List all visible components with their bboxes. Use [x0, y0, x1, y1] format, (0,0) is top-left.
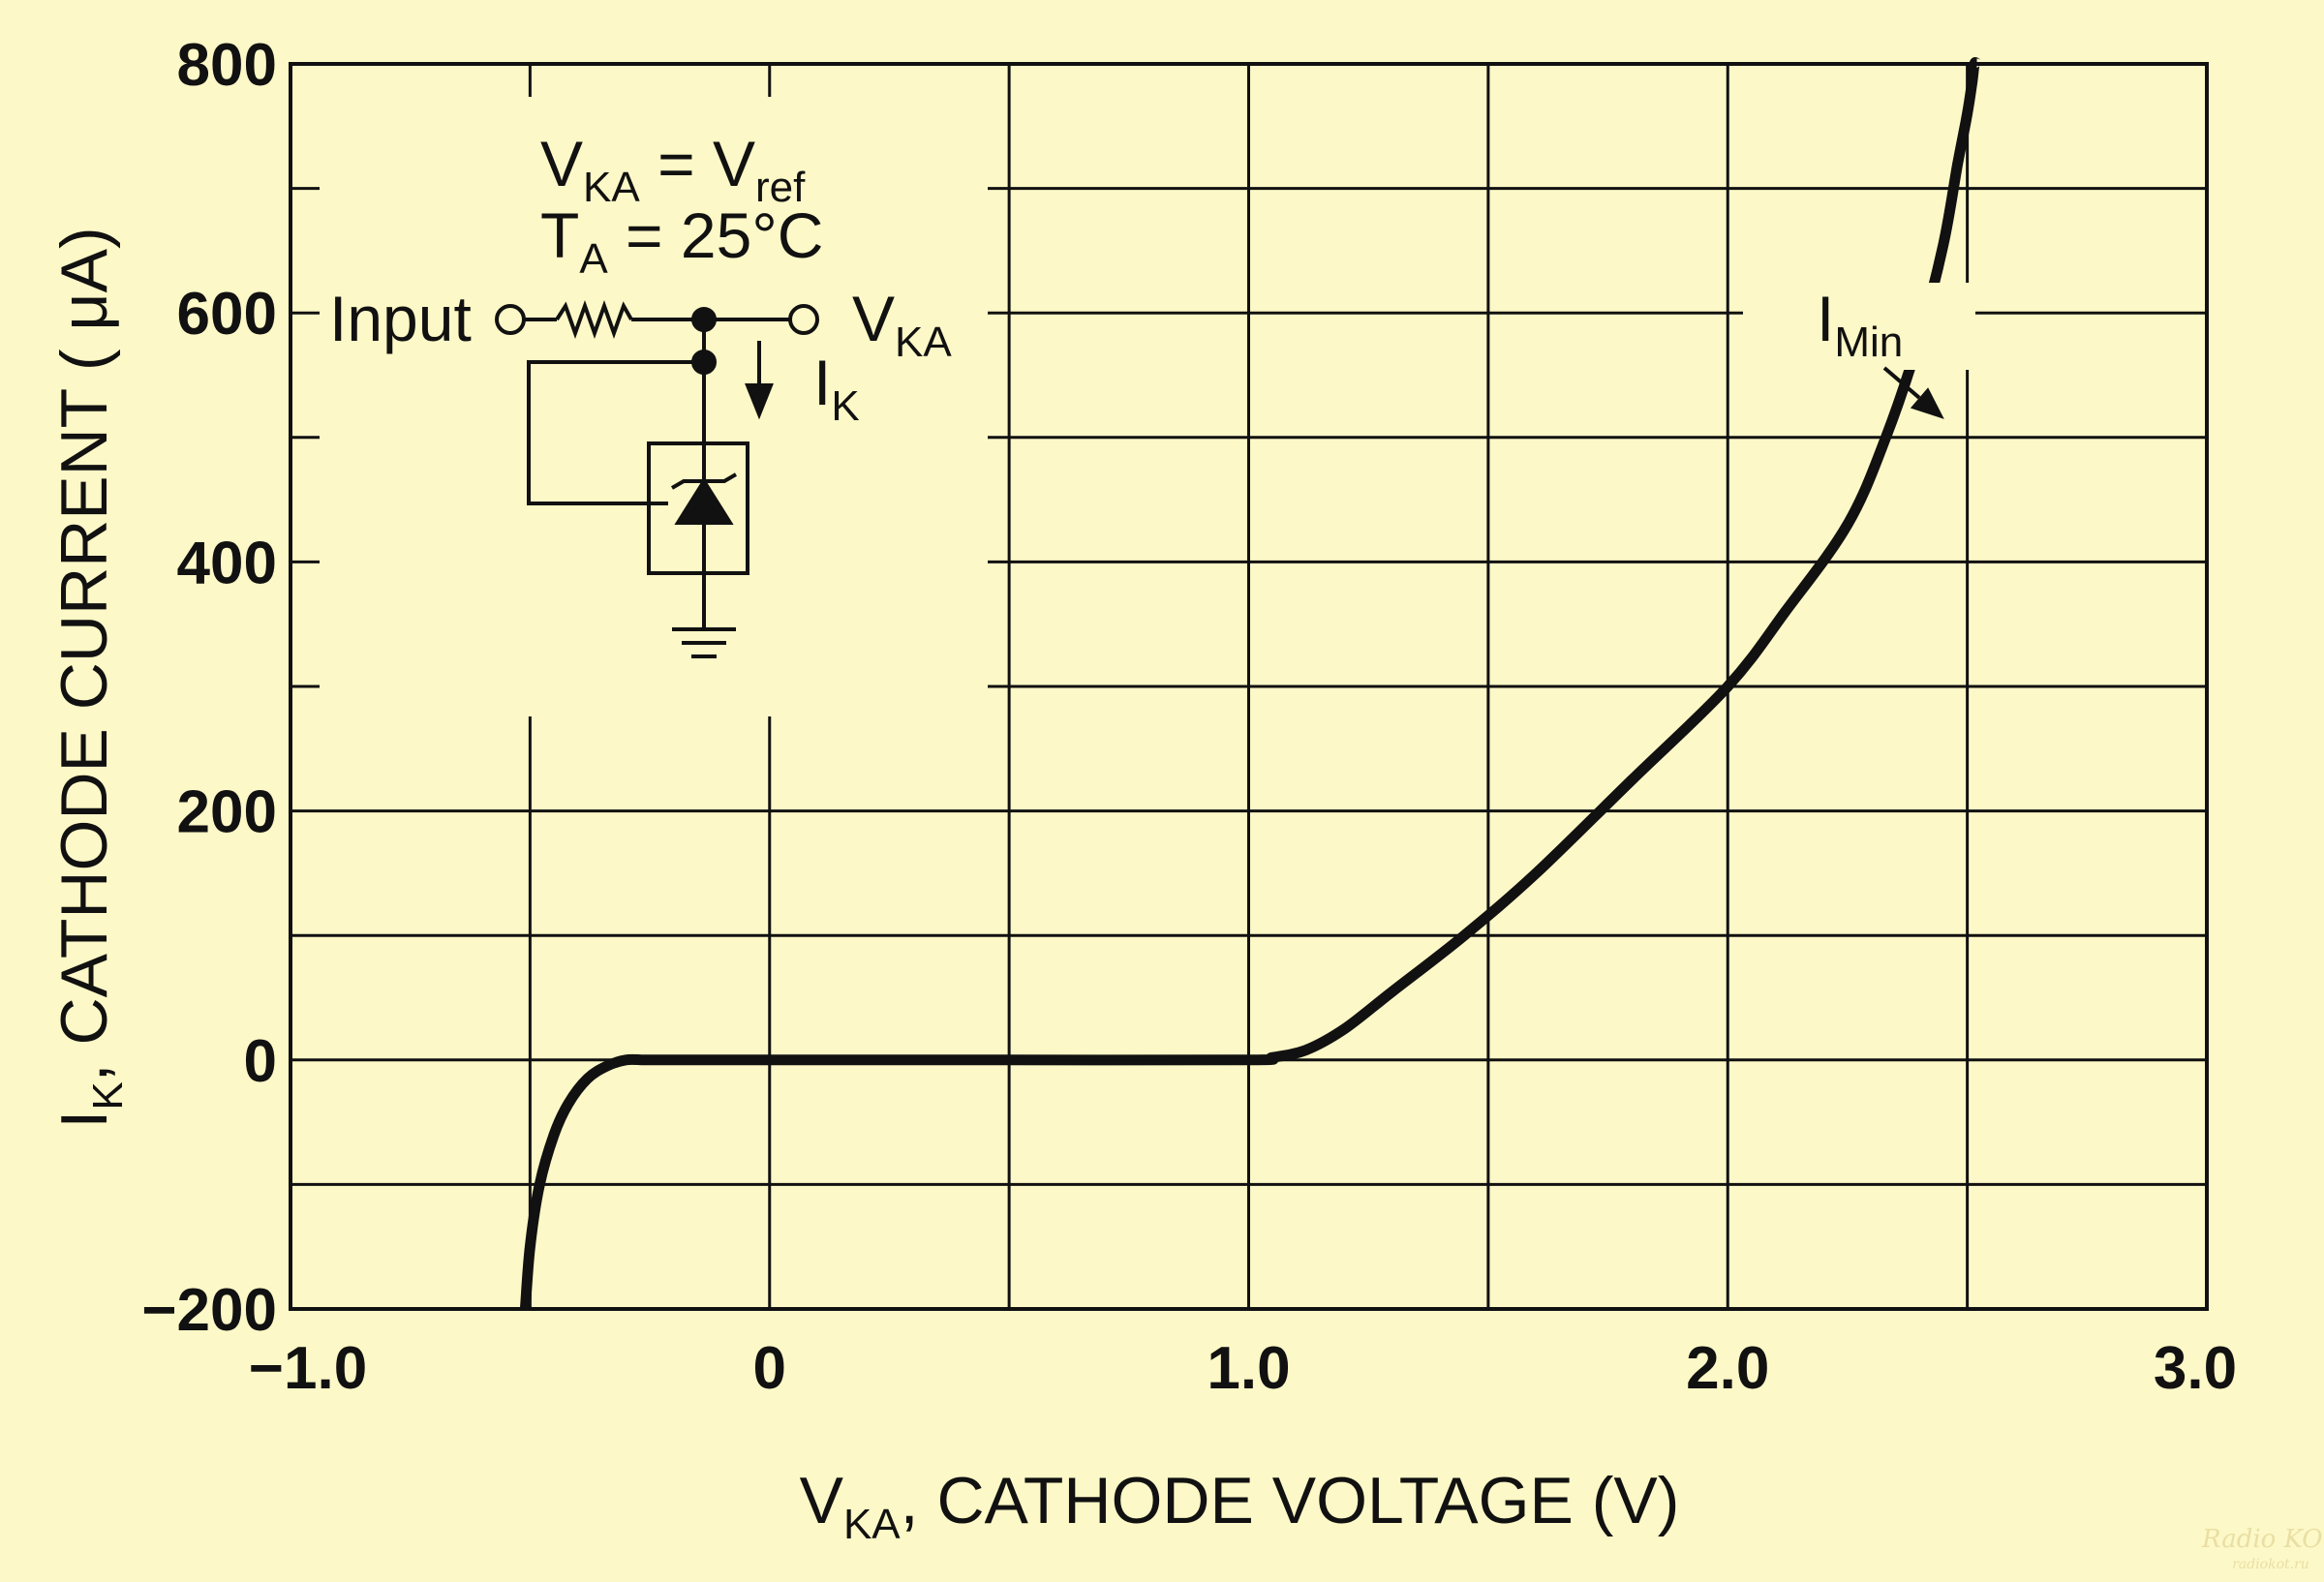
- y-axis-title: IK, CATHODE CURRENT ( μA): [47, 227, 132, 1128]
- imin-annotation: IMin: [1743, 283, 1975, 419]
- y-tick-label: 400: [177, 530, 277, 596]
- x-axis-title: VKA, CATHODE VOLTAGE (V): [800, 1464, 1680, 1548]
- zener-bar: [670, 472, 738, 490]
- condition-ta: TA = 25°C: [540, 199, 823, 283]
- y-tick-label: −200: [141, 1277, 277, 1344]
- circuit-vka-label: VKA: [852, 283, 952, 366]
- resistor: [555, 300, 633, 339]
- y-tick-label: 0: [244, 1028, 277, 1095]
- circuit-input-label: Input: [329, 283, 472, 354]
- regulator-box: [647, 441, 749, 575]
- imin-arrow-shaft: [1882, 366, 1921, 400]
- imin-label-background: [1743, 283, 1975, 370]
- inset-background: [320, 97, 988, 716]
- circuit-schematic: [495, 300, 819, 658]
- watermark-url: radiokot.ru: [2232, 1557, 2309, 1572]
- x-tick-label: 2.0: [1686, 1335, 1769, 1402]
- plot-frame: [289, 62, 2209, 1311]
- tick-labels: −200 0 200 400 600 800 −1.0 0 1.0 2.0 3.0: [141, 32, 2237, 1402]
- y-tick-label: 600: [177, 281, 277, 348]
- circuit-inset: VKA = Vref TA = 25°C Input VKA IK: [320, 97, 988, 716]
- x-tick-label: 3.0: [2154, 1335, 2237, 1402]
- y-tick-label: 200: [177, 779, 277, 846]
- x-tick-label: 0: [753, 1335, 786, 1402]
- watermark-logo: Radio KOT: [2201, 1525, 2324, 1554]
- output-terminal: [788, 304, 819, 335]
- current-arrow-head: [745, 383, 774, 420]
- circuit-ik-label: IK: [813, 347, 860, 430]
- input-terminal: [495, 304, 526, 335]
- y-tick-label: 800: [177, 32, 277, 99]
- reference-wire: [527, 360, 704, 505]
- condition-vka: VKA = Vref: [540, 128, 806, 211]
- x-tick-label: −1.0: [249, 1335, 367, 1402]
- x-tick-label: 1.0: [1207, 1335, 1290, 1402]
- imin-arrow-head: [1910, 387, 1944, 419]
- regulator-diode: [674, 477, 734, 525]
- imin-label: IMin: [1817, 283, 1903, 366]
